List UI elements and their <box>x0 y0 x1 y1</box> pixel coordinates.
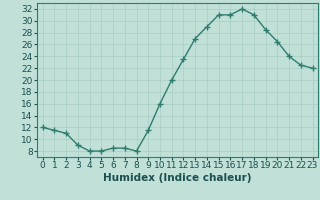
X-axis label: Humidex (Indice chaleur): Humidex (Indice chaleur) <box>103 173 252 183</box>
